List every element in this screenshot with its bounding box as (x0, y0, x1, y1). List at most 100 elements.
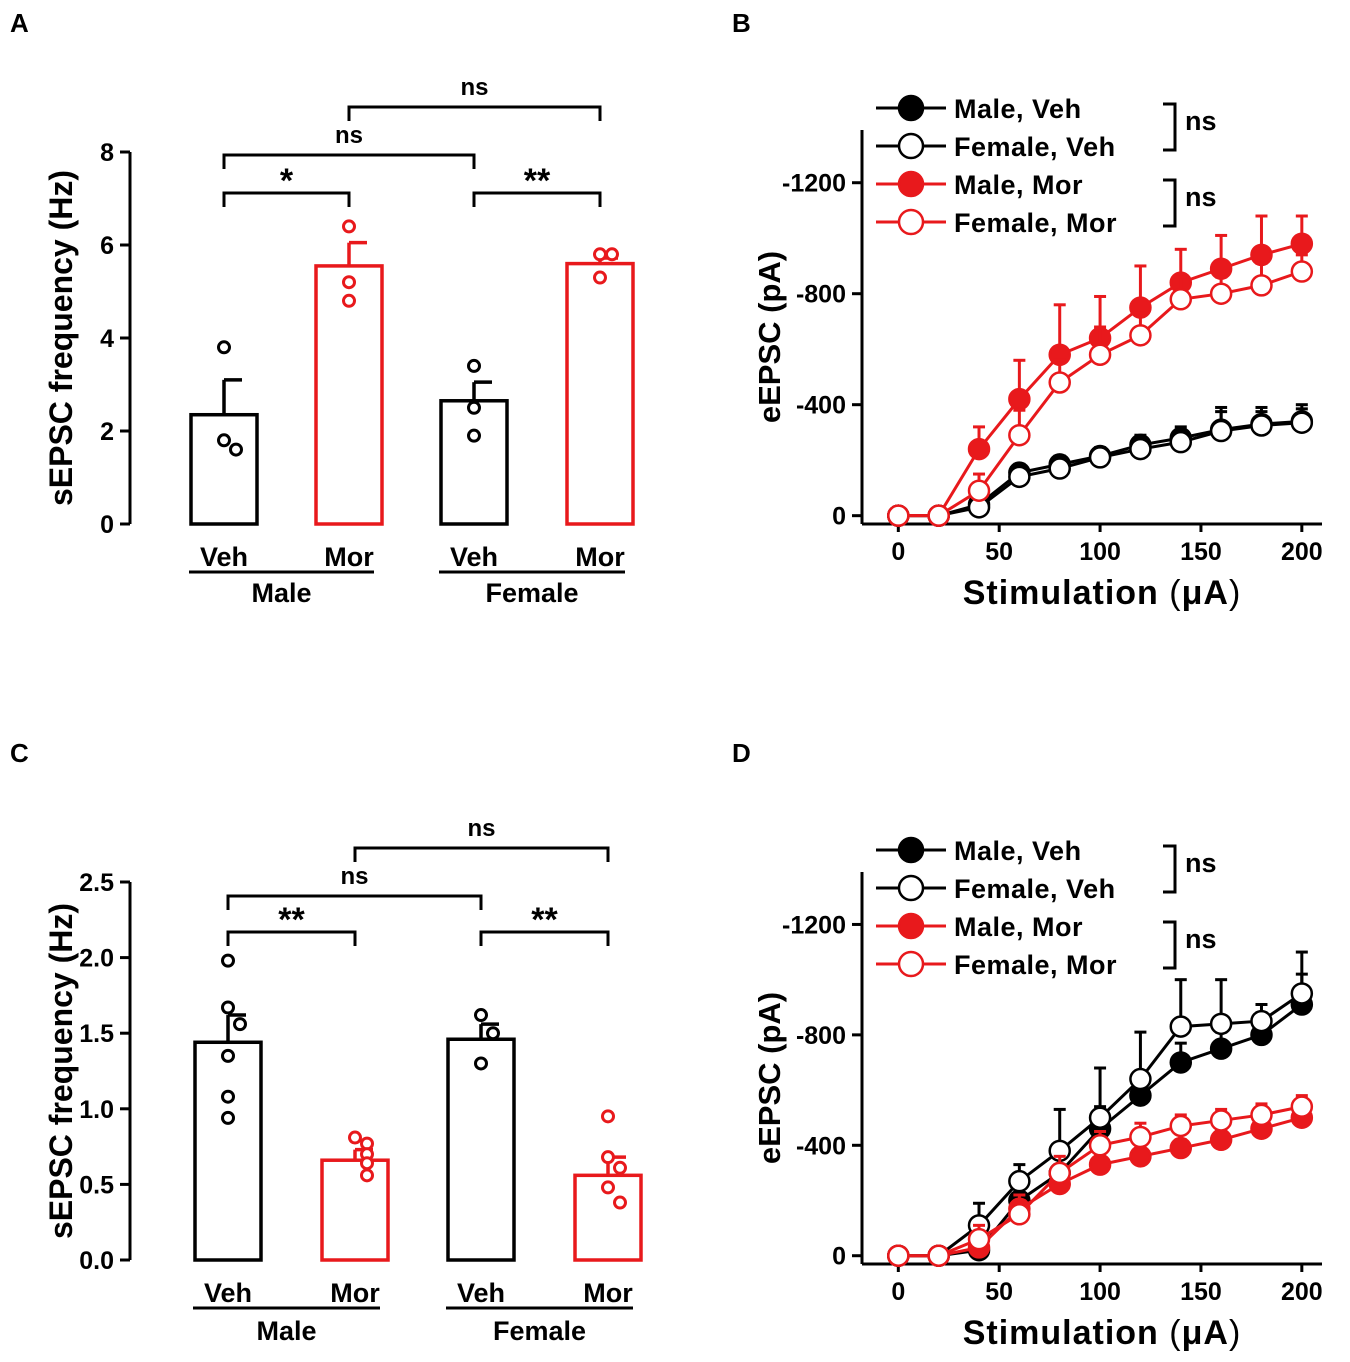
data-point (217, 433, 231, 448)
significance-bracket (226, 894, 483, 910)
panel-d: D 0 -400 -800 -1200 0 50 100 150 200 eEPSC (pA) St… (732, 738, 1323, 1352)
bar (565, 261, 635, 526)
y-tick-label: 0 (100, 511, 114, 539)
panel-b: B 0 -400 -800 -1200 0 50 100 150 200 eEPSC (pA) St… (732, 8, 1323, 612)
data-point (229, 442, 243, 457)
series-marker (1209, 1128, 1233, 1152)
data-point (474, 1008, 488, 1023)
series-marker (1129, 437, 1152, 461)
series-marker (1008, 1169, 1031, 1193)
legend-label: Female, Mor (954, 208, 1117, 238)
series-marker (1209, 282, 1233, 305)
legend-label: Female, Mor (954, 950, 1117, 980)
significance-label: * (280, 162, 294, 200)
panel-b-label: B (732, 8, 751, 38)
series-marker (1250, 1009, 1273, 1033)
group-label: Male (251, 578, 311, 608)
legend-marker (897, 874, 925, 902)
series-marker (1250, 414, 1273, 437)
legend-bracket (1163, 102, 1177, 152)
bar (320, 1158, 390, 1262)
group-label: Female (485, 578, 578, 608)
bar (314, 264, 384, 526)
legend-bracket (1163, 920, 1177, 970)
y-tick-label: -1200 (782, 911, 846, 939)
legend-label: Male, Mor (954, 912, 1083, 942)
significance-label: ns (460, 74, 488, 101)
x-tick-label: 50 (985, 1278, 1013, 1306)
series-marker (1290, 232, 1314, 256)
x-axis-label-paren: ( (1159, 1314, 1182, 1352)
y-tick-label: 8 (100, 139, 114, 167)
series-marker (927, 1244, 950, 1267)
legend-label: Male, Veh (954, 836, 1082, 866)
data-point (221, 1000, 235, 1015)
y-tick-label: 1.5 (79, 1020, 114, 1048)
series-marker (1008, 465, 1031, 489)
data-point (601, 1180, 615, 1195)
series-marker (1290, 411, 1314, 434)
legend-marker (897, 836, 925, 864)
series-marker (1209, 1012, 1233, 1036)
y-tick-label: 0.5 (79, 1171, 114, 1199)
x-tick-label: 50 (985, 538, 1013, 566)
x-axis-label-paren: ) (1229, 574, 1241, 612)
y-tick-label: 2.0 (79, 945, 114, 973)
panel-a-label: A (10, 8, 29, 38)
data-point (593, 247, 607, 262)
series-marker (1169, 430, 1193, 454)
series-marker (1250, 1103, 1273, 1127)
legend-bracket-label: ns (1185, 848, 1217, 878)
bar (439, 399, 509, 526)
data-point (217, 340, 231, 355)
x-tick-label: 150 (1180, 538, 1222, 566)
group-label: Male (256, 1316, 316, 1346)
legend-bracket (1163, 844, 1177, 894)
category-label: Veh (457, 1278, 505, 1308)
category-label: Mor (583, 1278, 633, 1308)
y-tick-label: 4 (100, 325, 114, 353)
significance-label: ns (467, 815, 495, 842)
data-point (233, 1017, 247, 1032)
legend-marker (897, 94, 925, 122)
data-point (467, 428, 481, 443)
data-point (593, 270, 607, 285)
series-marker (1169, 1136, 1193, 1160)
legend-label: Female, Veh (954, 132, 1116, 162)
data-point (360, 1156, 374, 1171)
category-label: Mor (330, 1278, 380, 1308)
x-axis-label-unit: μA (1182, 1314, 1229, 1352)
bar (193, 1040, 263, 1262)
series-marker (1088, 446, 1112, 469)
significance-label: ns (335, 122, 363, 149)
bar (446, 1037, 516, 1262)
series-marker (927, 504, 950, 527)
data-point (348, 1130, 362, 1145)
data-point (601, 1150, 615, 1165)
series-marker (1169, 1114, 1193, 1138)
series-marker (1129, 1067, 1152, 1091)
legend-marker (897, 208, 925, 236)
data-point (486, 1026, 500, 1041)
series-marker (967, 1227, 991, 1251)
legend-bracket-label: ns (1185, 924, 1217, 954)
legend-label: Male, Veh (954, 94, 1082, 124)
significance-bracket (222, 153, 476, 169)
data-point (221, 1089, 235, 1104)
series-marker (1169, 1015, 1193, 1038)
bar (189, 412, 259, 526)
x-tick-label: 200 (1281, 538, 1323, 566)
legend-bracket (1163, 178, 1177, 228)
panel-b-chart: 0 -400 -800 -1200 0 50 100 150 200 eEPSC (pA) Stim… (752, 94, 1323, 612)
significance-bracket (472, 191, 602, 207)
x-axis-label-paren: ( (1159, 574, 1182, 612)
series-marker (1169, 1051, 1193, 1074)
significance-bracket (479, 930, 610, 946)
category-label: Veh (204, 1278, 252, 1308)
significance-bracket (226, 930, 357, 946)
y-tick-label: 1.0 (79, 1096, 114, 1124)
series-marker (1290, 260, 1314, 283)
category-label: Veh (200, 542, 248, 572)
